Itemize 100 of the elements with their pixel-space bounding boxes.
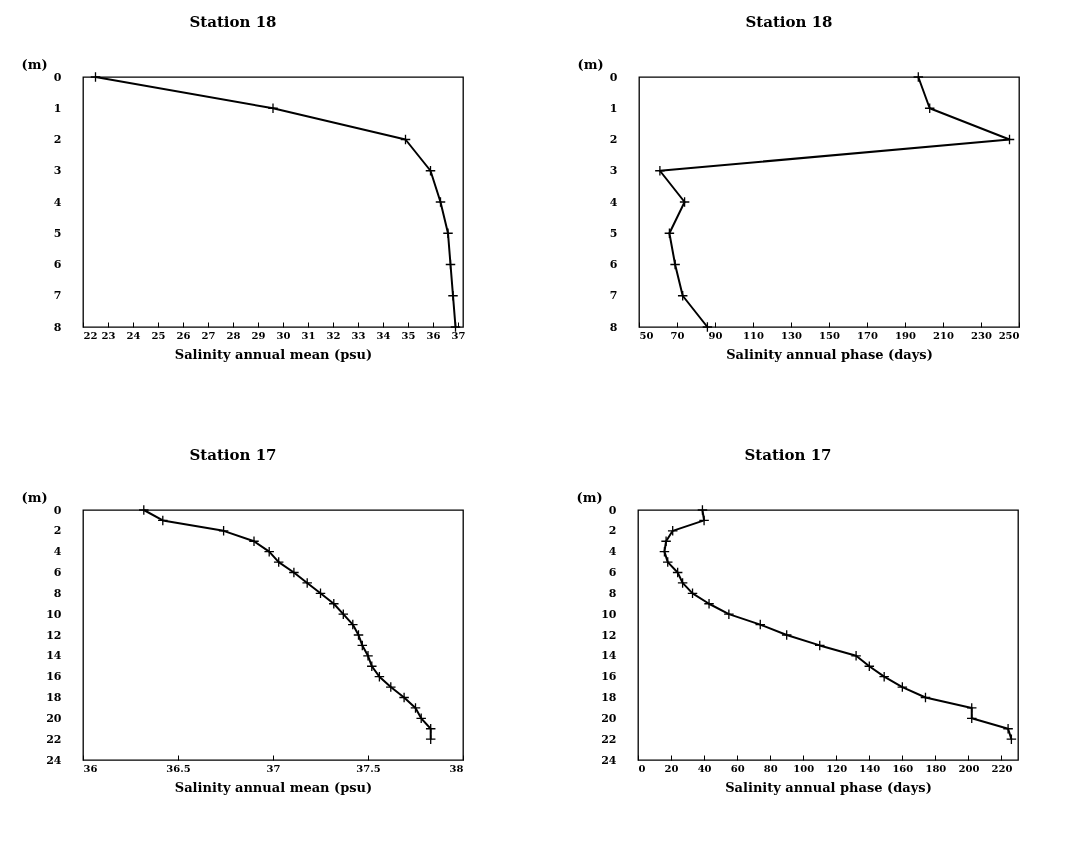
- point: [667, 525, 679, 537]
- x-tick-label: 31: [301, 329, 316, 341]
- x-tick-label: 80: [763, 762, 778, 774]
- point: [356, 640, 368, 651]
- x-tick-label: 70: [670, 329, 685, 341]
- point: [157, 515, 169, 526]
- y-tick-label: 1: [53, 101, 62, 115]
- y-tick-label: 8: [53, 586, 62, 600]
- y-tick-label: 18: [601, 691, 617, 704]
- x-tick-label: 190: [895, 329, 916, 341]
- x-tick-label: 27: [201, 329, 216, 341]
- point: [672, 567, 684, 578]
- x-tick-label: 24: [126, 329, 141, 341]
- x-tick-label: 210: [933, 329, 954, 341]
- y-tick-label: 6: [53, 258, 62, 271]
- y-tick-label: 5: [53, 226, 62, 240]
- x-tick-label: 140: [859, 762, 881, 774]
- y-tick-label: 10: [46, 607, 62, 621]
- x-tick-label: 37: [266, 762, 281, 774]
- x-tick-label: 100: [793, 762, 815, 774]
- x-tick-label: 29: [251, 329, 266, 341]
- y-tick-label: 3: [53, 164, 62, 178]
- point: [654, 165, 666, 177]
- x-tick-label: 22: [83, 329, 98, 341]
- y-tick-label: 0: [53, 70, 62, 84]
- y-tick-label: 10: [601, 607, 617, 621]
- y-tick-label: 2: [609, 133, 618, 146]
- x-tick-label: 38: [449, 762, 464, 774]
- x-tick-label: 36: [426, 329, 441, 341]
- x-tick-label: 180: [925, 762, 947, 774]
- y-tick-label: 3: [609, 164, 618, 178]
- point: [315, 587, 326, 599]
- y-tick-label: 2: [53, 524, 62, 538]
- point: [385, 681, 397, 693]
- point: [353, 629, 364, 641]
- point: [450, 321, 461, 333]
- point: [912, 71, 924, 83]
- y-tick-label: 18: [46, 691, 62, 704]
- point: [410, 702, 421, 714]
- y-axis-title: (m): [577, 56, 604, 72]
- y-tick-label: 4: [53, 545, 62, 559]
- y-tick-label: 8: [53, 320, 62, 334]
- x-tick-label: 20: [664, 762, 679, 774]
- x-tick-label: 130: [781, 329, 802, 341]
- point: [896, 681, 908, 693]
- point: [1002, 723, 1014, 735]
- point: [878, 671, 890, 683]
- point: [677, 290, 689, 302]
- x-tick-label: 150: [819, 329, 840, 341]
- x-axis-title: Salinity annual mean (psu): [174, 779, 373, 795]
- y-tick-label: 20: [601, 711, 617, 725]
- x-tick-label: 50: [639, 329, 654, 341]
- y-tick-label: 6: [53, 566, 62, 579]
- y-tick-label: 1: [609, 101, 618, 115]
- point: [920, 692, 931, 703]
- y-tick-label: 22: [46, 732, 62, 746]
- y-tick-label: 22: [601, 732, 617, 746]
- point: [677, 577, 688, 589]
- x-tick-label: 160: [892, 762, 914, 774]
- point: [374, 671, 385, 683]
- x-tick-label: 37.5: [356, 762, 381, 774]
- x-tick-label: 23: [101, 329, 116, 341]
- x-tick-label: 28: [226, 329, 241, 341]
- y-tick-label: 8: [609, 320, 618, 334]
- y-tick-label: 6: [609, 258, 618, 271]
- x-tick-label: 26: [176, 329, 191, 341]
- point: [697, 504, 708, 516]
- y-tick-label: 4: [608, 545, 617, 559]
- point: [966, 712, 978, 724]
- point: [425, 733, 437, 745]
- point: [90, 71, 101, 83]
- y-axis-title: (m): [576, 489, 603, 505]
- point: [337, 608, 349, 620]
- y-tick-label: 16: [601, 670, 617, 684]
- point: [445, 259, 456, 270]
- point: [814, 640, 826, 651]
- y-tick-label: 20: [46, 711, 62, 725]
- point: [723, 608, 735, 620]
- x-tick-label: 230: [971, 329, 992, 341]
- y-tick-label: 12: [601, 628, 617, 642]
- x-tick-label: 30: [276, 329, 291, 341]
- point: [702, 321, 713, 333]
- y-axis-title: (m): [21, 489, 48, 505]
- x-tick-label: 35: [401, 329, 416, 341]
- point: [1004, 134, 1015, 145]
- x-tick-label: 0: [638, 762, 646, 774]
- y-tick-label: 0: [608, 503, 617, 517]
- x-tick-label: 36.5: [166, 762, 191, 774]
- point: [425, 165, 436, 177]
- point: [425, 723, 437, 735]
- chart-title: Station 17: [744, 446, 832, 464]
- x-tick-label: 110: [743, 329, 764, 341]
- point: [366, 660, 378, 672]
- chart-title: Station 18: [189, 13, 277, 31]
- point: [863, 660, 875, 672]
- point: [273, 556, 285, 568]
- point: [924, 102, 936, 114]
- point: [679, 196, 690, 208]
- x-tick-label: 36: [83, 762, 98, 774]
- point: [781, 629, 793, 641]
